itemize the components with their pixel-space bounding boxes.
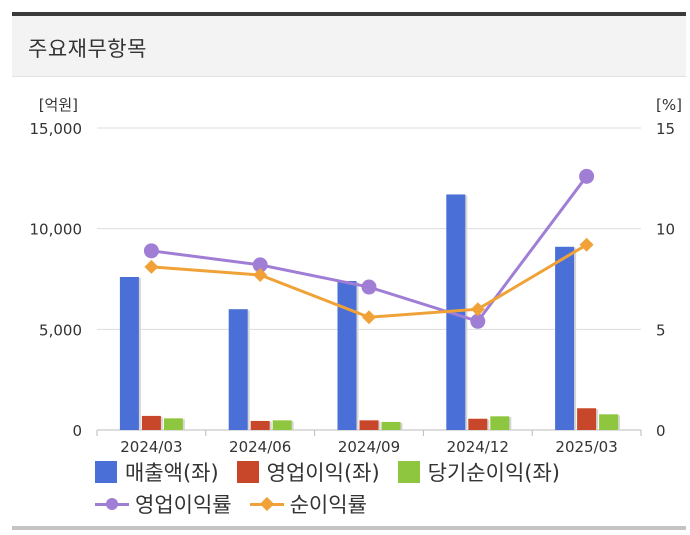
bar-net-income <box>490 416 510 430</box>
left-axis-tick-label: 0 <box>72 422 82 440</box>
point-operating-margin <box>252 257 268 273</box>
top-rule <box>12 12 686 16</box>
legend-label-net-income: 당기순이익(좌) <box>427 461 560 485</box>
x-axis-category-label: 2024/06 <box>229 438 291 456</box>
bar-net-income <box>381 421 401 430</box>
point-operating-margin <box>361 279 377 295</box>
bar-revenue <box>119 276 139 430</box>
bar-operating-profit <box>577 408 597 430</box>
bar-operating-profit <box>359 420 379 430</box>
legend-item-net-margin: 순이익률 <box>249 489 367 519</box>
chart-legend: 매출액(좌) 영업이익(좌) 당기순이익(좌) 영업이익률 순이익률 <box>95 456 685 520</box>
bar-revenue <box>228 309 248 430</box>
point-operating-margin <box>470 313 486 329</box>
bar-net-income <box>599 414 619 430</box>
panel-header: 주요재무항목 <box>12 16 686 77</box>
point-operating-margin <box>143 243 159 259</box>
point-operating-margin <box>579 168 595 184</box>
point-net-margin <box>144 259 159 274</box>
panel-title: 주요재무항목 <box>28 37 147 61</box>
right-axis-unit-label: [%] <box>656 96 682 114</box>
bar-operating-profit <box>468 418 488 430</box>
legend-key-operating-margin <box>95 493 129 515</box>
bar-operating-profit <box>250 420 270 430</box>
left-axis-tick-label: 15,000 <box>30 120 83 138</box>
legend-label-operating-profit: 영업이익(좌) <box>266 461 380 485</box>
legend-item-operating-margin: 영업이익률 <box>95 489 232 519</box>
legend-row-bars: 매출액(좌) 영업이익(좌) 당기순이익(좌) <box>95 456 685 488</box>
legend-label-revenue: 매출액(좌) <box>125 461 219 485</box>
bar-revenue <box>555 246 575 430</box>
bar-revenue <box>337 281 357 430</box>
legend-item-operating-profit: 영업이익(좌) <box>236 457 380 487</box>
bar-net-income <box>163 418 183 430</box>
right-axis-tick-label: 10 <box>656 221 675 239</box>
left-axis-tick-label: 5,000 <box>39 321 82 339</box>
x-axis-category-label: 2025/03 <box>555 438 617 456</box>
x-axis-category-label: 2024/09 <box>338 438 400 456</box>
legend-swatch-revenue <box>95 461 117 483</box>
point-net-margin <box>579 237 594 252</box>
left-axis-unit-label: [억원] <box>39 96 78 114</box>
line-operating-margin <box>151 175 588 324</box>
point-net-margin <box>362 310 376 325</box>
legend-item-revenue: 매출액(좌) <box>95 457 219 487</box>
right-axis-tick-label: 5 <box>656 321 666 339</box>
x-axis-category-label: 2024/12 <box>447 438 509 456</box>
right-axis-tick-label: 0 <box>656 422 666 440</box>
legend-key-net-margin <box>249 493 284 515</box>
bottom-rule <box>12 526 686 530</box>
legend-swatch-net-income <box>397 461 420 483</box>
left-axis-tick-label: 10,000 <box>30 221 83 239</box>
bar-operating-profit <box>141 415 161 430</box>
point-net-margin <box>470 302 485 317</box>
legend-label-operating-margin: 영업이익률 <box>135 493 232 517</box>
legend-label-net-margin: 순이익률 <box>289 493 367 517</box>
right-axis-tick-label: 15 <box>656 120 675 138</box>
x-axis-category-label: 2024/03 <box>120 438 182 456</box>
legend-swatch-operating-profit <box>236 461 259 483</box>
point-net-margin <box>253 267 268 282</box>
bar-net-income <box>272 420 292 430</box>
legend-item-net-income: 당기순이익(좌) <box>397 457 560 487</box>
legend-row-lines: 영업이익률 순이익률 <box>95 488 685 520</box>
